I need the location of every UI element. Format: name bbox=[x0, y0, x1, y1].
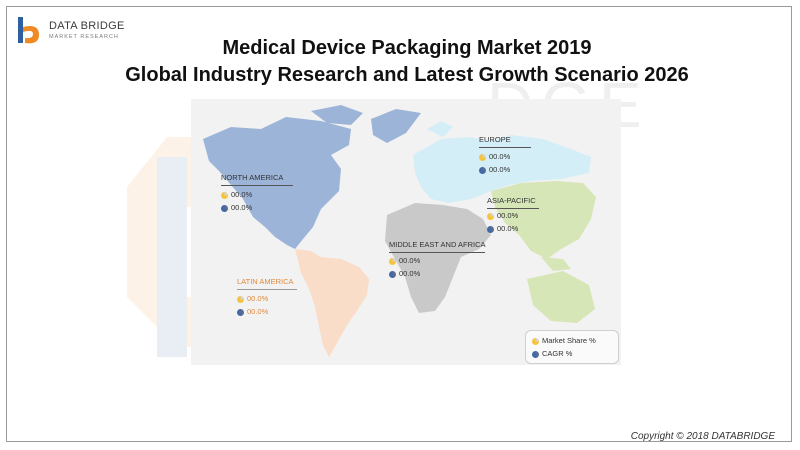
world-map bbox=[203, 105, 596, 357]
market-share-icon bbox=[532, 337, 539, 345]
region-label: ASIA-PACIFIC bbox=[487, 196, 536, 205]
cagr-icon bbox=[389, 270, 396, 278]
brand-tagline: MARKET RESEARCH bbox=[49, 34, 119, 40]
region-label: MIDDLE EAST AND AFRICA bbox=[389, 240, 486, 249]
region-shape-north-america bbox=[203, 117, 351, 249]
region-underline bbox=[389, 252, 485, 253]
cagr-stat: 00.0% bbox=[389, 269, 420, 278]
cagr-icon bbox=[237, 308, 244, 316]
cagr-icon bbox=[221, 204, 228, 212]
cagr-icon bbox=[479, 166, 486, 174]
slide-frame: DGE ARCH DATA BRIDGE MARKET RESEARCH Med… bbox=[6, 6, 792, 442]
market-share-stat: 00.0% bbox=[487, 211, 518, 220]
legend-market-share: Market Share % bbox=[532, 336, 596, 345]
legend-cagr: CAGR % bbox=[532, 349, 572, 358]
page-title: Medical Device Packaging Market 2019 bbox=[222, 37, 592, 59]
region-shape-europe bbox=[413, 135, 591, 203]
world-map-panel bbox=[191, 99, 621, 365]
region-underline bbox=[237, 289, 297, 290]
region-label: NORTH AMERICA bbox=[221, 173, 284, 182]
region-shape-latin-america bbox=[295, 249, 369, 357]
market-share-stat: 00.0% bbox=[237, 294, 268, 303]
market-share-icon bbox=[389, 257, 396, 265]
cagr-stat: 00.0% bbox=[479, 165, 510, 174]
market-share-icon bbox=[237, 295, 244, 303]
brand-logo: DATA BRIDGE MARKET RESEARCH bbox=[15, 13, 135, 49]
region-shape-asia-pacific bbox=[491, 181, 596, 259]
map-legend: Market Share % CAGR % bbox=[525, 330, 619, 364]
cagr-icon bbox=[487, 225, 494, 233]
cagr-stat: 00.0% bbox=[487, 224, 518, 233]
region-label: LATIN AMERICA bbox=[237, 277, 294, 286]
market-share-stat: 00.0% bbox=[389, 256, 420, 265]
region-shape-middle-east-africa bbox=[385, 203, 491, 313]
copyright-text: Copyright © 2018 DATABRIDGE bbox=[630, 431, 775, 442]
region-label: EUROPE bbox=[479, 135, 511, 144]
region-underline bbox=[221, 185, 293, 186]
brand-name: DATA BRIDGE bbox=[49, 20, 125, 32]
cagr-icon bbox=[532, 350, 539, 358]
region-underline bbox=[479, 147, 531, 148]
logo-icon bbox=[18, 17, 39, 44]
market-share-stat: 00.0% bbox=[479, 152, 510, 161]
market-share-icon bbox=[479, 153, 486, 161]
page-subtitle: Global Industry Research and Latest Grow… bbox=[125, 64, 689, 86]
market-share-icon bbox=[487, 212, 494, 220]
market-share-stat: 00.0% bbox=[221, 190, 252, 199]
cagr-stat: 00.0% bbox=[221, 203, 252, 212]
cagr-stat: 00.0% bbox=[237, 307, 268, 316]
region-underline bbox=[487, 208, 539, 209]
market-share-icon bbox=[221, 191, 228, 199]
